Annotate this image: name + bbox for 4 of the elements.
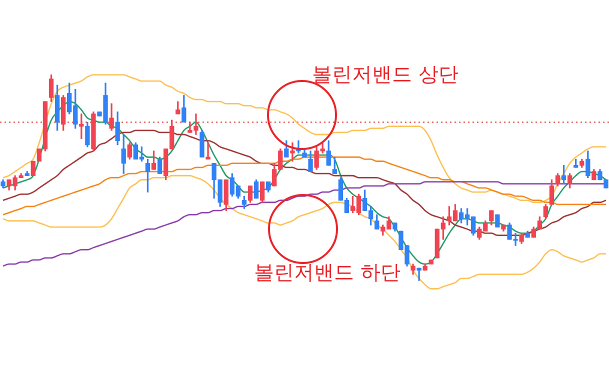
- annotation: 볼린저밴드 하단: [254, 260, 400, 284]
- candlestick: [416, 268, 422, 281]
- annotation: 볼린저밴드 상단: [312, 62, 458, 86]
- candlestick: [206, 142, 210, 160]
